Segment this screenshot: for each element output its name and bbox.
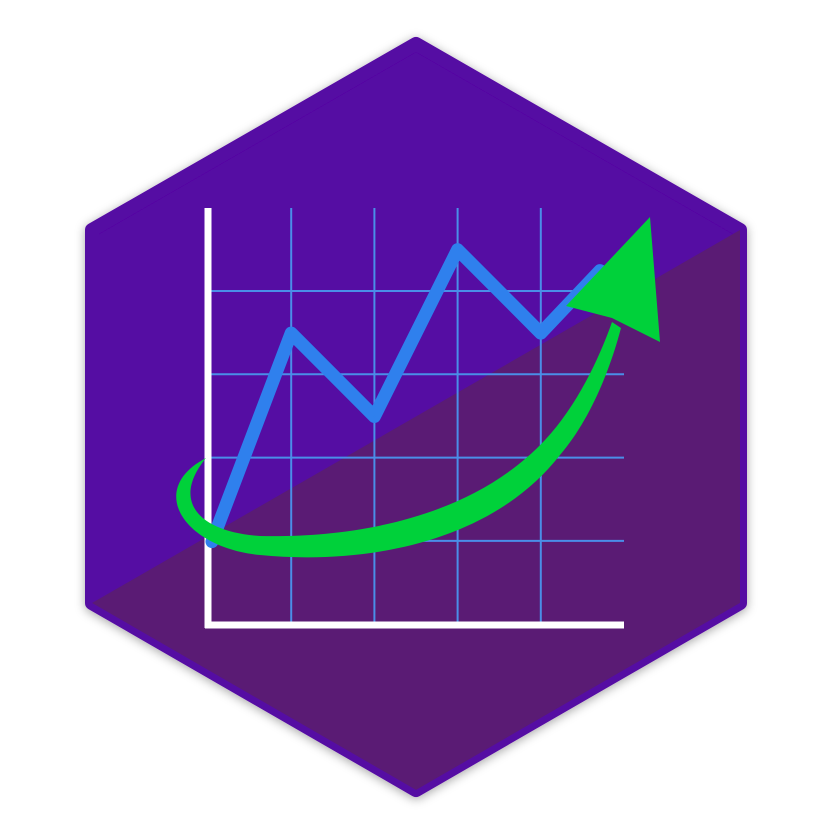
trend-arrow-shaft (176, 322, 621, 558)
trend-arrow-icon (176, 217, 660, 558)
hexagon-shade (92, 230, 740, 790)
series-point-3 (456, 248, 459, 251)
series-point-2 (373, 415, 376, 418)
trend-arrow-head (566, 217, 660, 342)
chart-axes (204, 208, 624, 629)
series-point-4 (539, 332, 542, 335)
series-line (205, 243, 607, 549)
hexagon-badge (85, 37, 747, 797)
series-point-1 (290, 332, 293, 335)
